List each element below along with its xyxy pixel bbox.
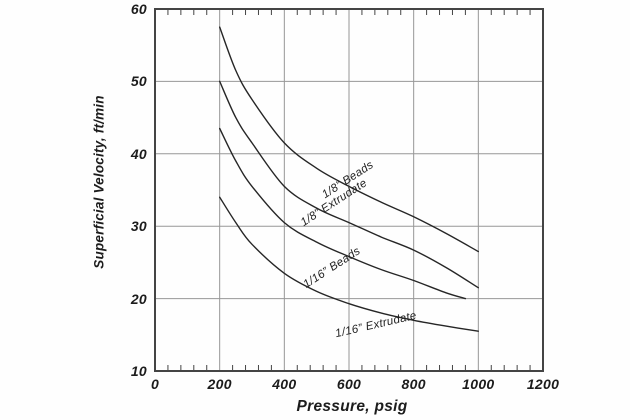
y-tick-label: 40: [130, 145, 147, 162]
data-curve: [219, 80, 479, 289]
x-tick-label: 400: [272, 376, 297, 392]
data-curve: [219, 127, 467, 300]
x-tick-label: 1200: [526, 376, 560, 392]
y-tick-label: 50: [130, 73, 147, 90]
data-curve: [219, 196, 479, 332]
y-tick-label: 10: [130, 363, 147, 379]
y-tick-label: 60: [130, 1, 147, 17]
y-axis-title: Superficial Velocity, ft/min: [91, 95, 107, 269]
x-tick-label: 800: [401, 376, 426, 392]
x-tick-label: 600: [336, 376, 362, 392]
data-curve: [219, 26, 479, 253]
x-tick-label: 1000: [462, 376, 495, 392]
plot-frame: [154, 8, 544, 372]
x-tick-label: 0: [150, 376, 160, 392]
x-axis-title: Pressure, psig: [296, 398, 408, 415]
x-tick-label: 200: [207, 376, 232, 392]
y-tick-label: 30: [130, 218, 147, 235]
y-tick-label: 20: [130, 290, 147, 307]
